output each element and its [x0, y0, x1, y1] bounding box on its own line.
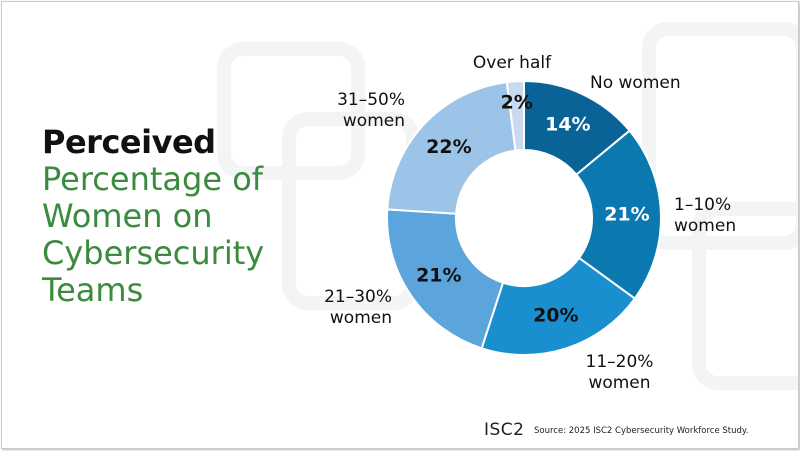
data-label: 21%: [604, 203, 649, 225]
source-note: Source: 2025 ISC2 Cybersecurity Workforc…: [534, 426, 749, 436]
data-label: 21%: [416, 264, 461, 286]
background-shape: [217, 42, 365, 180]
donut-segment: [386, 208, 505, 350]
donut-segment: [505, 79, 525, 152]
donut-segment: [386, 80, 517, 215]
category-label: 11–20% women: [585, 352, 654, 393]
data-label: 22%: [426, 136, 471, 158]
chart-title: Perceived: [42, 123, 216, 161]
title-block: Perceived Percentage of Women on Cyberse…: [42, 124, 292, 309]
data-label: 20%: [533, 304, 578, 326]
category-label: 31–50% women: [337, 90, 405, 131]
category-label: Over half: [472, 53, 552, 73]
background-shape: [692, 202, 798, 390]
data-label: 2%: [501, 92, 533, 114]
category-label: No women: [590, 73, 681, 93]
data-label: 14%: [545, 113, 590, 135]
donut-segment: [574, 129, 662, 300]
category-label: 1–10% women: [674, 195, 737, 236]
chart-subtitle: Percentage of Women on Cybersecurity Tea…: [42, 160, 265, 309]
logo: ISC2: [484, 420, 525, 440]
donut-segment: [480, 256, 637, 356]
category-label: 21–30% women: [324, 287, 392, 328]
